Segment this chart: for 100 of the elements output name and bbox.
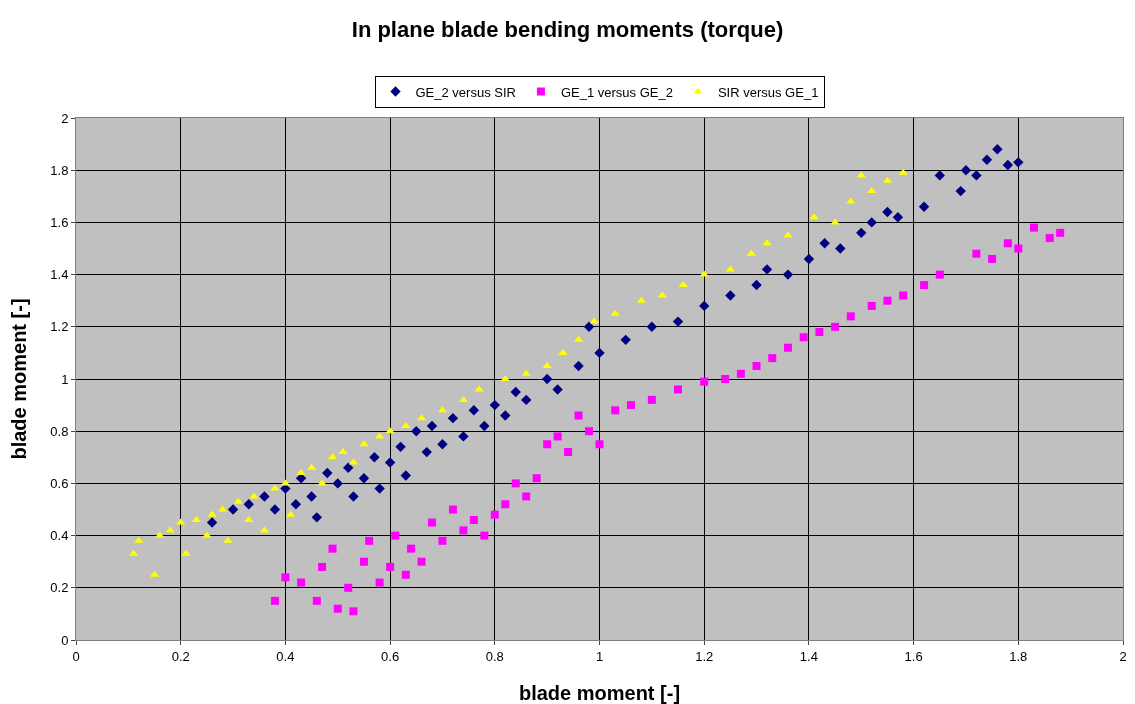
point	[1045, 234, 1054, 243]
point	[589, 317, 599, 324]
point	[674, 385, 683, 394]
y-tick-label: 1.8	[50, 162, 69, 178]
point	[543, 440, 552, 449]
point	[233, 497, 243, 504]
point	[469, 515, 478, 524]
point	[270, 484, 280, 491]
y-axis-title: blade moment [-]	[8, 298, 30, 460]
point	[752, 361, 761, 370]
point	[678, 281, 688, 288]
point	[386, 562, 395, 571]
point	[427, 518, 436, 527]
point	[401, 421, 411, 428]
point	[647, 395, 656, 404]
y-tick-label: 0.8	[50, 423, 69, 439]
y-tick-label: 1	[61, 371, 69, 387]
point	[223, 536, 233, 543]
x-axis-title: blade moment [-]	[518, 682, 681, 704]
point	[176, 518, 186, 525]
point	[349, 607, 358, 616]
x-tick-label: 1.6	[904, 648, 923, 664]
point	[244, 515, 254, 522]
point	[270, 596, 279, 605]
point	[783, 343, 792, 352]
point	[328, 544, 337, 553]
point	[626, 401, 635, 410]
point	[155, 531, 165, 538]
point	[1014, 244, 1023, 253]
point	[511, 479, 520, 488]
point	[1003, 239, 1012, 248]
point	[391, 531, 400, 540]
y-tick-label: 2	[61, 110, 69, 126]
point	[448, 505, 457, 514]
x-tick-label: 0	[72, 648, 80, 664]
point	[286, 510, 296, 517]
y-tick-label: 0	[61, 632, 69, 648]
point	[721, 375, 730, 383]
point	[401, 570, 410, 579]
x-tick-label: 0.2	[171, 648, 190, 664]
point	[344, 583, 353, 592]
point	[1030, 223, 1039, 232]
point	[438, 536, 447, 545]
point	[846, 197, 856, 204]
point	[522, 492, 531, 501]
point	[883, 296, 892, 305]
point	[595, 440, 604, 449]
y-tick-label: 0.6	[50, 475, 69, 491]
point	[564, 448, 573, 457]
point	[920, 281, 929, 290]
point	[181, 549, 191, 556]
legend-label: GE_2 versus SIR	[415, 84, 516, 100]
point	[935, 270, 944, 279]
point	[532, 474, 541, 483]
point	[333, 604, 342, 613]
point	[365, 536, 374, 545]
point	[407, 544, 416, 553]
point	[972, 249, 981, 258]
point	[815, 328, 824, 337]
point	[700, 377, 709, 386]
legend-label: GE_1 versus GE_2	[560, 84, 673, 100]
x-tick-label: 0.8	[485, 648, 504, 664]
point	[898, 168, 908, 175]
point	[375, 578, 384, 587]
point	[312, 596, 321, 605]
point	[490, 510, 499, 519]
point	[501, 500, 510, 509]
point	[1056, 228, 1065, 237]
point	[799, 333, 808, 342]
point	[846, 312, 855, 321]
point	[574, 411, 583, 420]
point	[202, 531, 212, 538]
point	[542, 361, 552, 368]
y-tick-label: 1.4	[50, 267, 69, 283]
point	[610, 309, 620, 316]
y-tick-label: 0.4	[50, 528, 69, 544]
point	[318, 562, 327, 571]
x-tick-label: 0.6	[381, 648, 400, 664]
point	[585, 427, 594, 436]
point	[297, 578, 306, 587]
x-tick-label: 0.4	[276, 648, 295, 664]
point	[867, 301, 876, 310]
y-tick-label: 0.2	[50, 580, 69, 596]
point	[459, 526, 468, 535]
point	[636, 296, 646, 303]
point	[521, 369, 531, 376]
point	[296, 468, 306, 475]
point	[207, 510, 217, 517]
y-tick-label: 1.2	[50, 319, 69, 335]
point	[699, 270, 709, 277]
point	[867, 187, 877, 194]
point	[417, 557, 426, 566]
chart-title: In plane blade bending moments (torque)	[351, 16, 784, 42]
x-tick-label: 1.2	[695, 648, 714, 664]
point	[281, 573, 290, 582]
x-tick-label: 1.8	[1009, 648, 1028, 664]
point	[134, 536, 144, 543]
point	[831, 322, 840, 331]
point	[480, 531, 489, 540]
y-tick-label: 1.6	[50, 214, 69, 230]
